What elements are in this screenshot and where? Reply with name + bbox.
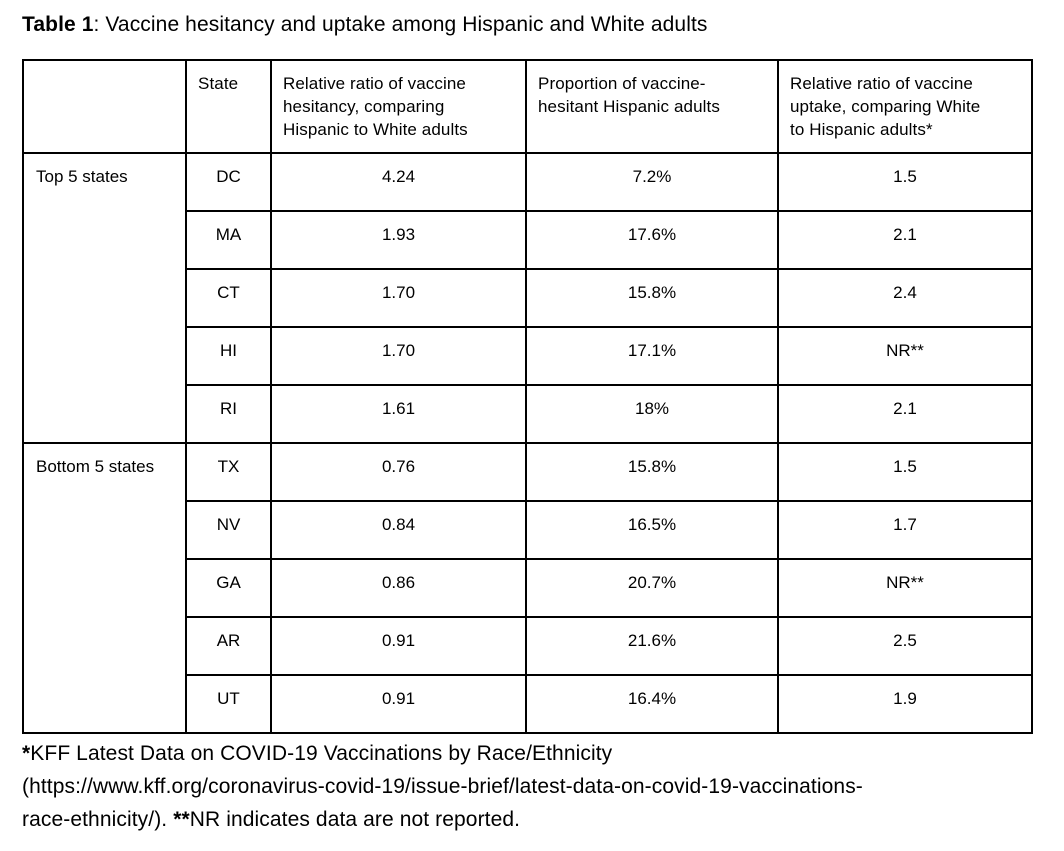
- table-row: Bottom 5 states TX 0.76 15.8% 1.5: [22, 442, 1033, 734]
- footnote-nr-text: NR indicates data are not reported.: [189, 808, 521, 831]
- uptake-ratio-cell: NR**: [777, 558, 1033, 618]
- hesitant-proportion-cell: 17.6%: [525, 210, 779, 270]
- uptake-ratio-cell: 2.1: [777, 384, 1033, 444]
- hesitancy-ratio-cell: 0.84: [270, 500, 527, 560]
- table-row: RI 1.61 18% 2.1: [23, 384, 1033, 444]
- table-row: CT 1.70 15.8% 2.4: [23, 268, 1033, 328]
- state-cell: DC: [185, 152, 272, 212]
- state-cell: HI: [185, 326, 272, 386]
- table-row: UT 0.91 16.4% 1.9: [23, 674, 1033, 734]
- footnote-asterisk: *: [22, 742, 31, 765]
- hesitant-proportion-cell: 15.8%: [525, 442, 779, 502]
- footnote-line-source: *KFF Latest Data on COVID-19 Vaccination…: [22, 737, 1042, 770]
- uptake-ratio-cell: 2.5: [777, 616, 1033, 676]
- uptake-ratio-cell: 2.1: [777, 210, 1033, 270]
- uptake-ratio-cell: 1.9: [777, 674, 1033, 734]
- hesitant-proportion-cell: 15.8%: [525, 268, 779, 328]
- table-caption-number: Table 1: [22, 13, 94, 36]
- uptake-ratio-column-header: Relative ratio of vaccine uptake, compari…: [777, 59, 1033, 154]
- hesitancy-ratio-cell: 0.76: [270, 442, 527, 502]
- footnote: *KFF Latest Data on COVID-19 Vaccination…: [22, 737, 1042, 836]
- hesitant-proportion-cell: 20.7%: [525, 558, 779, 618]
- state-cell: TX: [185, 442, 272, 502]
- hesitant-proportion-cell: 16.4%: [525, 674, 779, 734]
- data-table: State Relative ratio of vaccine hesitancy…: [22, 59, 1033, 734]
- hesitant-proportion-cell: 7.2%: [525, 152, 779, 212]
- state-cell: MA: [185, 210, 272, 270]
- footnote-line-url: (https://www.kff.org/coronavirus-covid-1…: [22, 770, 1042, 803]
- hesitancy-ratio-cell: 4.24: [270, 152, 527, 212]
- group-label-cell-bottom5: Bottom 5 states: [22, 442, 187, 734]
- state-cell: GA: [185, 558, 272, 618]
- state-cell: AR: [185, 616, 272, 676]
- table-row: HI 1.70 17.1% NR**: [23, 326, 1033, 386]
- page: Table 1: Vaccine hesitancy and uptake am…: [0, 11, 1064, 836]
- hesitancy-ratio-cell: 0.91: [270, 616, 527, 676]
- footnote-line-nr: race-ethnicity/). **NR indicates data ar…: [22, 803, 1042, 836]
- table-caption-text: : Vaccine hesitancy and uptake among His…: [93, 13, 708, 36]
- hesitancy-ratio-cell: 1.70: [270, 326, 527, 386]
- table-row: MA 1.93 17.6% 2.1: [23, 210, 1033, 270]
- hesitant-proportion-cell: 17.1%: [525, 326, 779, 386]
- table-row: Top 5 states DC 4.24 7.2% 1.5: [22, 152, 1033, 444]
- header-row: State Relative ratio of vaccine hesitancy…: [22, 59, 1033, 154]
- group-label-cell-top5: Top 5 states: [22, 152, 187, 444]
- hesitant-proportion-cell: 21.6%: [525, 616, 779, 676]
- table-row: AR 0.91 21.6% 2.5: [23, 616, 1033, 676]
- hesitant-proportion-column-header: Proportion of vaccine-hesitant Hispanic …: [525, 59, 779, 154]
- uptake-ratio-cell: 1.5: [777, 442, 1033, 502]
- corner-header-cell: [22, 59, 187, 154]
- uptake-ratio-cell: 1.7: [777, 500, 1033, 560]
- hesitancy-ratio-cell: 1.61: [270, 384, 527, 444]
- hesitancy-ratio-column-header: Relative ratio of vaccine hesitancy, comp…: [270, 59, 527, 154]
- table-row: GA 0.86 20.7% NR**: [23, 558, 1033, 618]
- hesitancy-ratio-cell: 1.70: [270, 268, 527, 328]
- state-cell: NV: [185, 500, 272, 560]
- uptake-ratio-cell: 1.5: [777, 152, 1033, 212]
- footnote-url-tail: race-ethnicity/).: [22, 808, 174, 831]
- table-row: NV 0.84 16.5% 1.7: [23, 500, 1033, 560]
- footnote-double-asterisk: **: [173, 808, 190, 831]
- state-cell: CT: [185, 268, 272, 328]
- state-cell: UT: [185, 674, 272, 734]
- hesitant-proportion-cell: 16.5%: [525, 500, 779, 560]
- hesitancy-ratio-cell: 1.93: [270, 210, 527, 270]
- hesitant-proportion-cell: 18%: [525, 384, 779, 444]
- footnote-url-text: (https://www.kff.org/coronavirus-covid-1…: [22, 775, 863, 798]
- table-caption: Table 1: Vaccine hesitancy and uptake am…: [22, 11, 1042, 39]
- uptake-ratio-cell: 2.4: [777, 268, 1033, 328]
- footnote-source-text: KFF Latest Data on COVID-19 Vaccinations…: [30, 742, 613, 765]
- state-cell: RI: [185, 384, 272, 444]
- hesitancy-ratio-cell: 0.91: [270, 674, 527, 734]
- uptake-ratio-cell: NR**: [777, 326, 1033, 386]
- hesitancy-ratio-cell: 0.86: [270, 558, 527, 618]
- state-column-header: State: [185, 59, 272, 154]
